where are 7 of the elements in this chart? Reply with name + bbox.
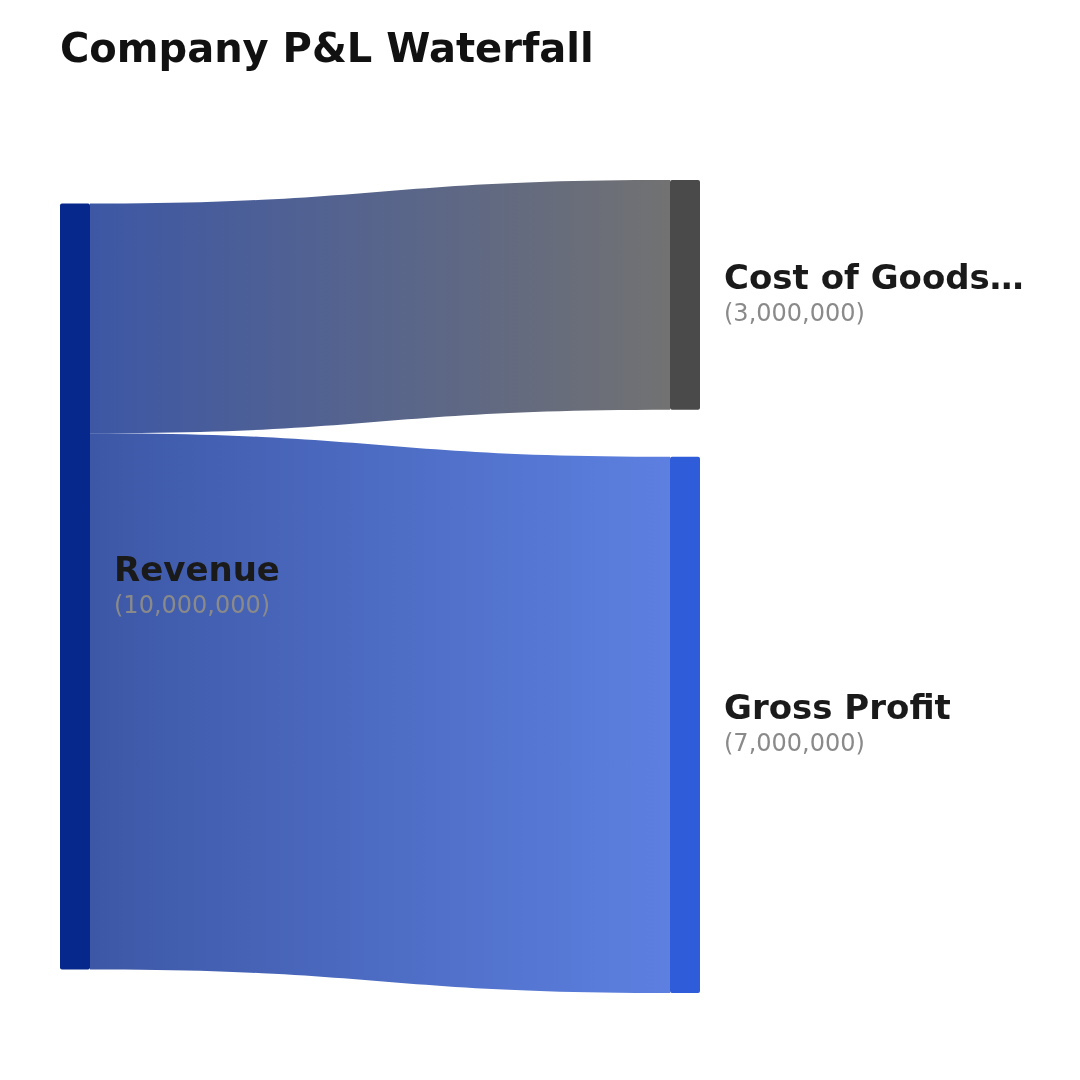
category-label: Cost of Goods… bbox=[724, 257, 1024, 297]
data-label: (3,000,000) bbox=[724, 299, 865, 327]
data-label: (10,000,000) bbox=[114, 591, 271, 619]
category-label: Gross Profit bbox=[724, 687, 951, 727]
text: Company P&L Waterfall bbox=[60, 25, 594, 71]
data-label: (7,000,000) bbox=[724, 729, 865, 757]
category-label: Revenue bbox=[114, 549, 280, 589]
